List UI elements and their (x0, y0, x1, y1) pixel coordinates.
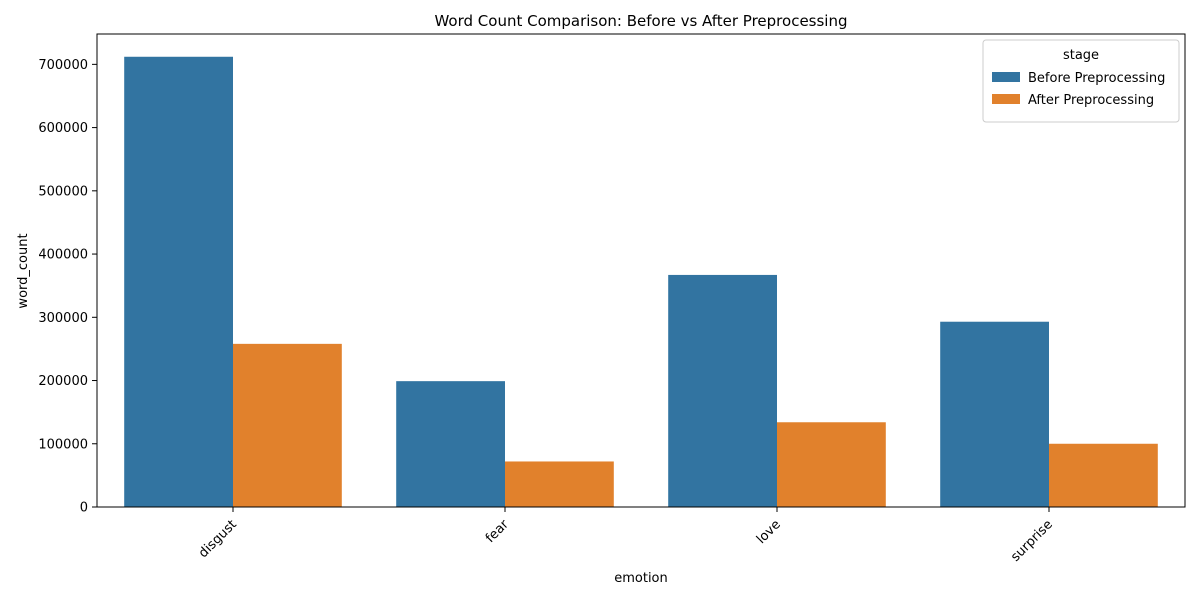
legend-swatch (992, 72, 1020, 82)
y-tick-label: 100000 (38, 437, 88, 452)
plot-frame (96, 33, 1186, 508)
legend-label: Before Preprocessing (1028, 71, 1165, 86)
legend-box (982, 39, 1180, 123)
bar-love-before-preprocessing (668, 274, 777, 507)
y-tick-label: 200000 (38, 374, 88, 389)
bar-surprise-after-preprocessing (1049, 443, 1158, 507)
legend-swatch (992, 94, 1020, 104)
y-axis-label: word_count (16, 233, 31, 308)
legend: stage Before Preprocessing After Preproces… (982, 39, 1180, 123)
y-tick-label: 0 (80, 501, 88, 516)
bar-disgust-after-preprocessing (233, 343, 342, 507)
x-tick-label: surprise (1008, 517, 1056, 565)
legend-title: stage (1063, 48, 1099, 63)
x-tick-label: disgust (196, 517, 240, 561)
bar-love-after-preprocessing (777, 422, 886, 507)
y-tick-label: 600000 (38, 121, 88, 136)
bar-fear-before-preprocessing (396, 381, 505, 507)
chart-title: Word Count Comparison: Before vs After P… (434, 12, 847, 30)
y-tick-label: 300000 (38, 311, 88, 326)
bar-surprise-before-preprocessing (940, 321, 1049, 507)
bar-disgust-before-preprocessing (124, 56, 233, 507)
bars-layer (124, 56, 1158, 507)
bar-fear-after-preprocessing (505, 461, 614, 507)
legend-label: After Preprocessing (1028, 93, 1154, 108)
x-axis-label: emotion (614, 571, 668, 586)
x-tick-label: love (754, 517, 784, 547)
y-tick-label: 400000 (38, 248, 88, 263)
y-tick-label: 700000 (38, 58, 88, 73)
x-tick-label: fear (483, 517, 512, 546)
y-tick-label: 500000 (38, 184, 88, 199)
